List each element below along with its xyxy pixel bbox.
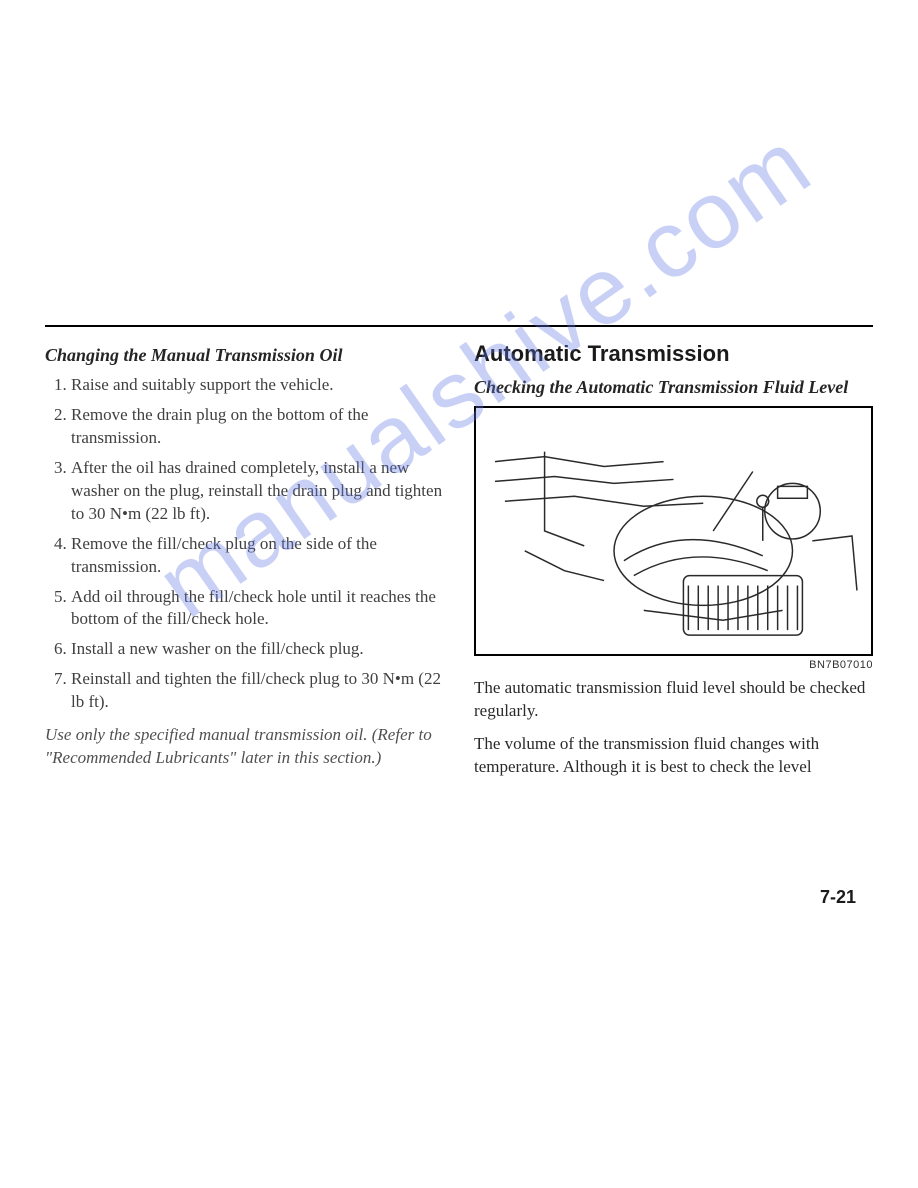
two-column-layout: Changing the Manual Transmission Oil Rai… xyxy=(45,345,873,789)
list-item: Raise and suitably support the vehicle. xyxy=(71,374,444,397)
list-item: Remove the drain plug on the bottom of t… xyxy=(71,404,444,450)
body-paragraph: The automatic transmission fluid level s… xyxy=(474,677,873,723)
right-subheading: Checking the Automatic Transmission Flui… xyxy=(474,377,873,398)
list-item: Install a new washer on the fill/check p… xyxy=(71,638,444,661)
page-number: 7-21 xyxy=(820,887,856,908)
right-column: Automatic Transmission Checking the Auto… xyxy=(474,345,873,789)
list-item: After the oil has drained completely, in… xyxy=(71,457,444,526)
engine-diagram-container xyxy=(474,406,873,656)
list-item: Add oil through the fill/check hole unti… xyxy=(71,586,444,632)
left-subheading: Changing the Manual Transmission Oil xyxy=(45,345,444,366)
horizontal-rule xyxy=(45,325,873,327)
procedure-list: Raise and suitably support the vehicle. … xyxy=(45,374,444,714)
usage-note: Use only the specified manual transmissi… xyxy=(45,724,444,770)
left-column: Changing the Manual Transmission Oil Rai… xyxy=(45,345,444,789)
engine-diagram-icon xyxy=(480,412,867,650)
list-item: Remove the fill/check plug on the side o… xyxy=(71,533,444,579)
page-content: Changing the Manual Transmission Oil Rai… xyxy=(45,325,873,908)
section-heading: Automatic Transmission xyxy=(474,341,873,367)
diagram-reference-label: BN7B07010 xyxy=(474,659,873,671)
body-paragraph: The volume of the transmission fluid cha… xyxy=(474,733,873,779)
list-item: Reinstall and tighten the fill/check plu… xyxy=(71,668,444,714)
